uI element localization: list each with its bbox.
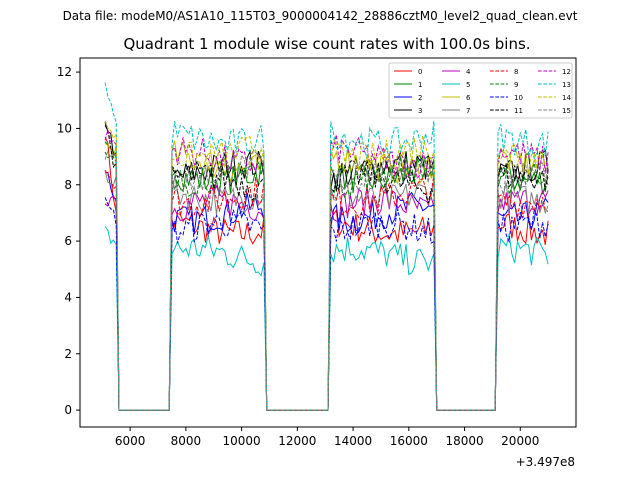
- series-line-3: [104, 121, 549, 411]
- y-axis: 0 2 4 6 8 10 12: [57, 65, 80, 417]
- x-tick-label: 16000: [390, 434, 428, 448]
- y-tick-label: 10: [57, 121, 72, 135]
- y-tick-label: 2: [64, 347, 72, 361]
- y-tick-label: 8: [64, 178, 72, 192]
- x-axis: 6000 8000 10000 12000 14000 16000 18000 20000: [115, 427, 539, 448]
- legend-label-7: 7: [466, 107, 470, 115]
- series-line-8: [104, 169, 549, 411]
- legend-frame: [388, 62, 573, 119]
- data-file-label: Data file: modeM0/AS1A10_115T03_90000041…: [63, 9, 578, 23]
- series-line-11: [104, 125, 549, 411]
- x-tick-label: 20000: [501, 434, 539, 448]
- plot-area: 6000 8000 10000 12000 14000 16000 18000 20000 0…: [57, 57, 577, 469]
- series-line-9: [104, 151, 549, 411]
- y-tick-label: 4: [64, 290, 72, 304]
- series-line-15: [104, 150, 549, 411]
- series-line-5: [104, 226, 549, 411]
- series-line-10: [104, 197, 549, 411]
- series-line-1: [104, 141, 549, 411]
- legend-label-6: 6: [466, 94, 471, 102]
- series-layer: [104, 82, 549, 411]
- legend-label-2: 2: [418, 94, 422, 102]
- legend-label-4: 4: [466, 68, 471, 76]
- legend-label-14: 14: [562, 94, 571, 102]
- x-tick-label: 10000: [223, 434, 261, 448]
- legend-label-15: 15: [562, 107, 571, 115]
- series-line-4: [104, 184, 549, 411]
- legend-label-9: 9: [514, 81, 518, 89]
- legend-label-12: 12: [562, 68, 571, 76]
- legend-label-13: 13: [562, 81, 571, 89]
- x-tick-label: 12000: [278, 434, 316, 448]
- y-tick-label: 0: [64, 403, 72, 417]
- series-line-12: [104, 128, 549, 411]
- legend-label-3: 3: [418, 107, 422, 115]
- x-offset-label: +3.497e8: [516, 455, 575, 469]
- series-line-7: [104, 170, 549, 411]
- x-tick-label: 18000: [445, 434, 483, 448]
- x-tick-label: 6000: [115, 434, 146, 448]
- plot-frame: [79, 57, 577, 428]
- legend-label-8: 8: [514, 68, 518, 76]
- y-tick-label: 12: [57, 65, 72, 79]
- legend-label-5: 5: [466, 81, 470, 89]
- legend-label-11: 11: [514, 107, 523, 115]
- x-tick-label: 8000: [171, 434, 202, 448]
- legend-label-1: 1: [418, 81, 422, 89]
- x-tick-label: 14000: [334, 434, 372, 448]
- legend-label-0: 0: [418, 68, 422, 76]
- series-line-13: [104, 82, 549, 411]
- legend-label-10: 10: [514, 94, 523, 102]
- chart-title: Quadrant 1 module wise count rates with …: [123, 35, 530, 53]
- y-tick-label: 6: [64, 234, 72, 248]
- series-line-14: [104, 120, 549, 411]
